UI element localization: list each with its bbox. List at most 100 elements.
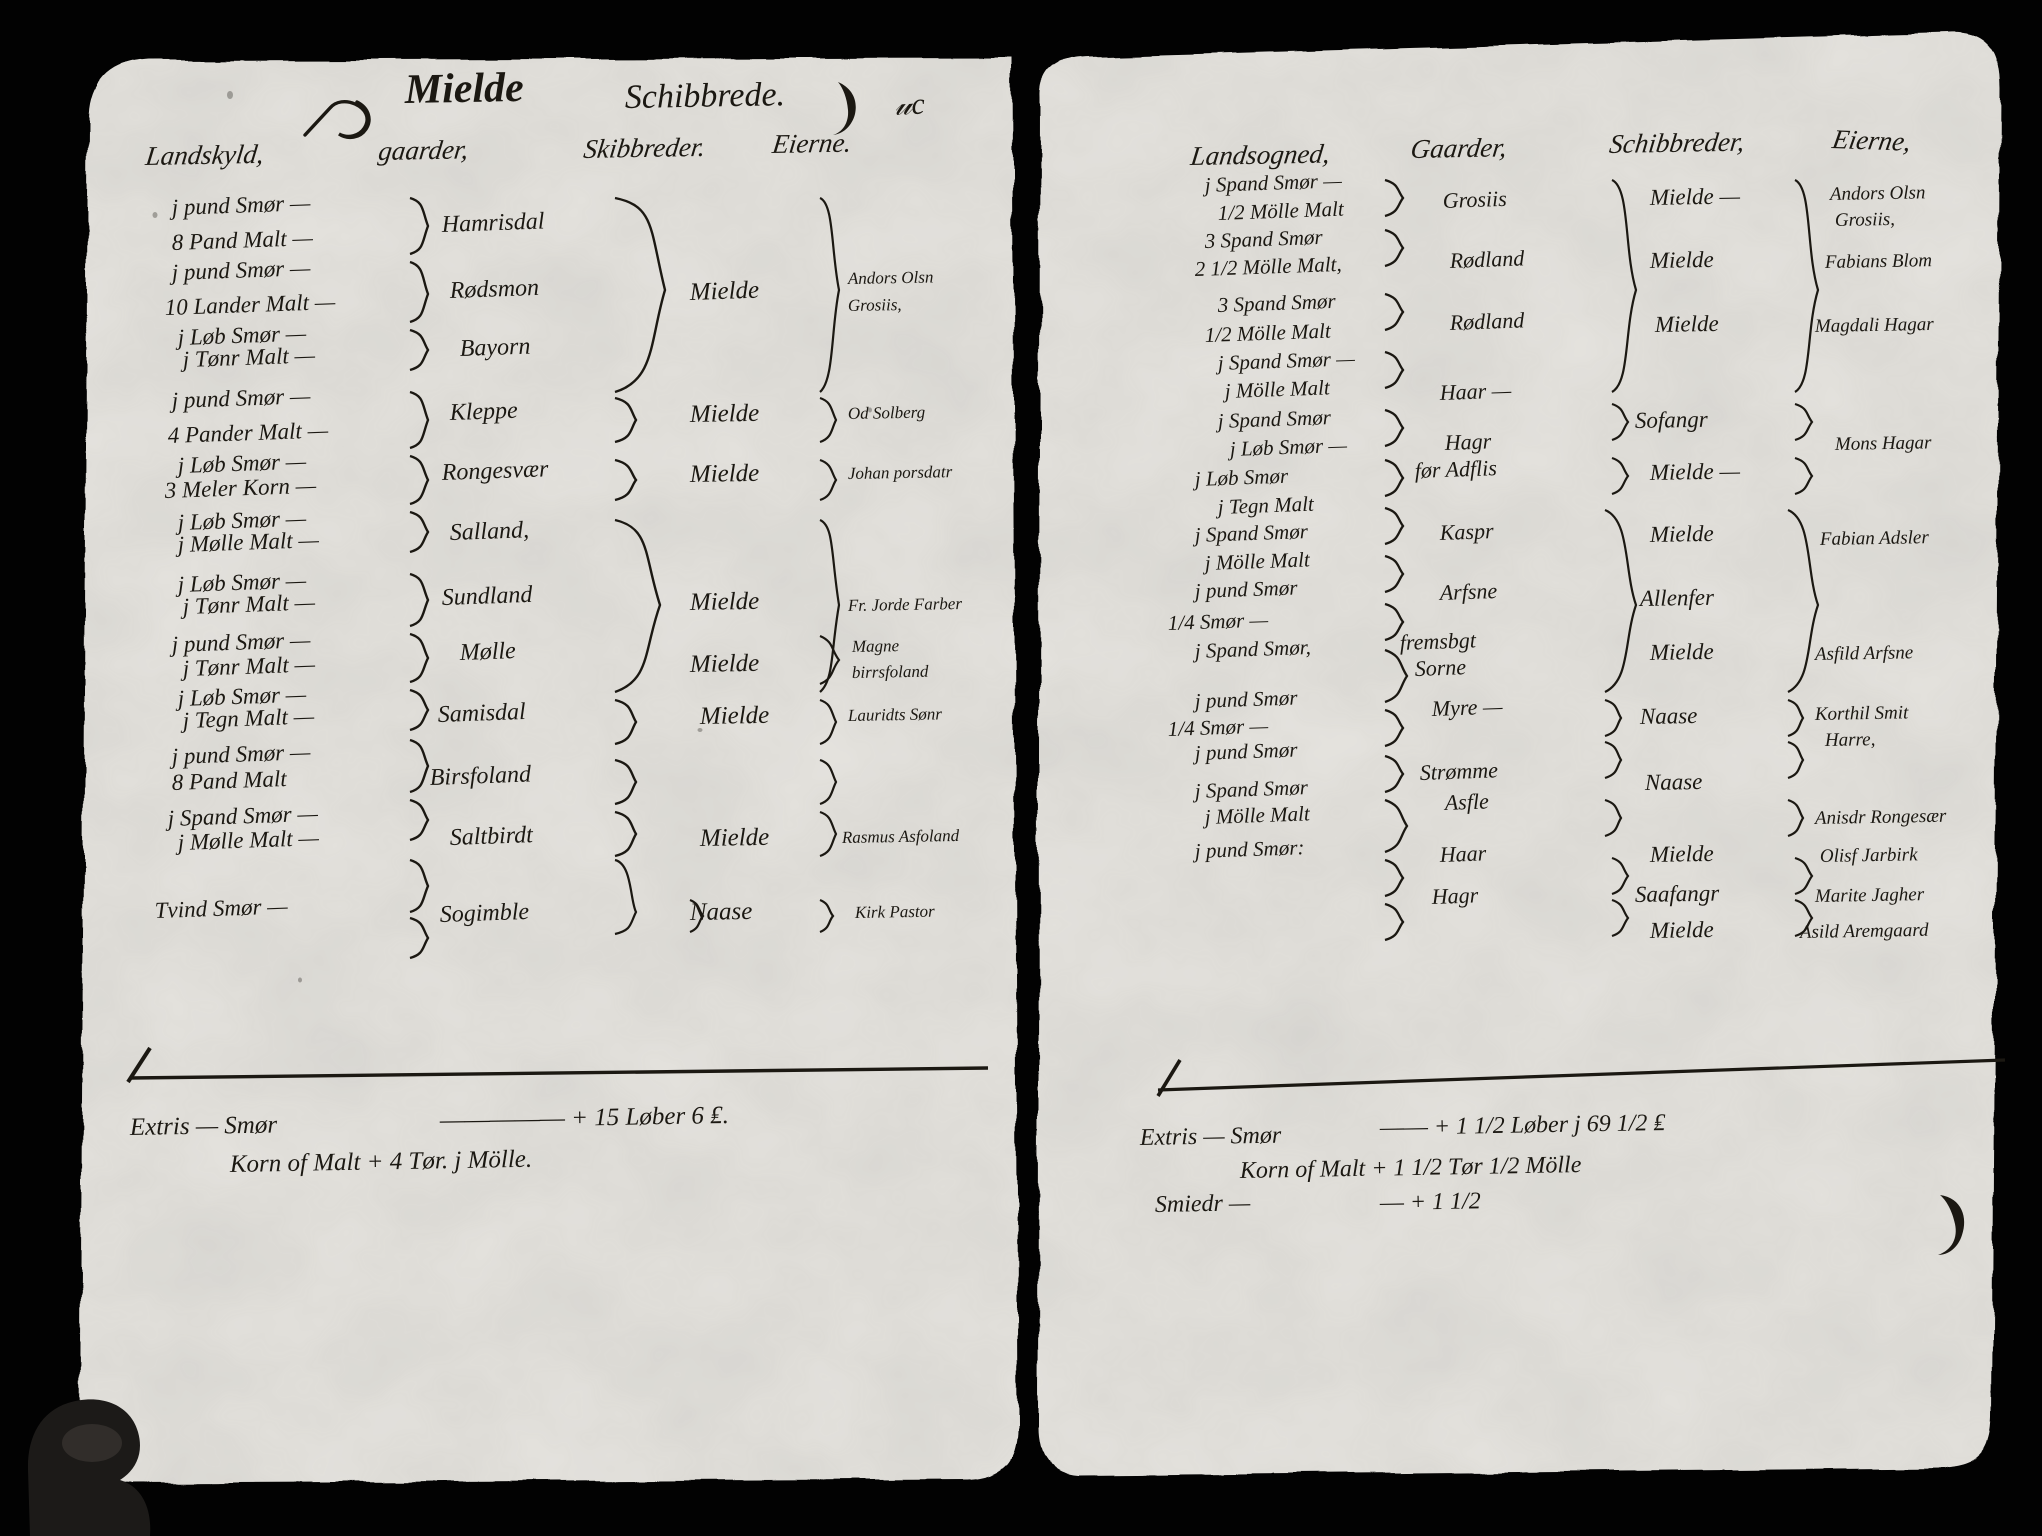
- svg-text:Kaspr: Kaspr: [1438, 518, 1494, 545]
- svg-text:Naase: Naase: [1639, 703, 1698, 729]
- svg-text:3 Spand Smør: 3 Spand Smør: [1216, 289, 1336, 317]
- svg-text:Rødland: Rødland: [1448, 307, 1525, 335]
- svg-text:Landskyld,: Landskyld,: [143, 139, 266, 171]
- svg-text:Grosiis: Grosiis: [1442, 186, 1507, 213]
- svg-text:birrsfoland: birrsfoland: [852, 662, 929, 682]
- svg-text:Asild Aremgaard: Asild Aremgaard: [1798, 920, 1929, 943]
- svg-text:Naase: Naase: [689, 898, 753, 926]
- svg-text:j pund Smør —: j pund Smør —: [168, 739, 311, 769]
- svg-text:Kleppe: Kleppe: [448, 398, 518, 426]
- svg-text:j Løb Smør: j Løb Smør: [1191, 464, 1289, 491]
- svg-text:j Spand Smør —: j Spand Smør —: [1201, 168, 1342, 197]
- svg-text:j pund Smør: j pund Smør: [1191, 737, 1298, 765]
- svg-text:j Løb Smør —: j Løb Smør —: [1226, 433, 1347, 461]
- svg-text:Arfsne: Arfsne: [1437, 578, 1498, 605]
- svg-text:Naase: Naase: [1644, 769, 1703, 795]
- svg-text:Mielde: Mielde: [1649, 639, 1714, 665]
- svg-text:j pund Smør:: j pund Smør:: [1191, 835, 1304, 863]
- svg-text:Schibbrede.: Schibbrede.: [624, 76, 785, 116]
- svg-text:Mielde: Mielde: [1654, 311, 1719, 337]
- svg-text:Extris — Smør: Extris — Smør: [1139, 1123, 1282, 1151]
- svg-text:j Mölle Malt: j Mölle Malt: [1221, 375, 1331, 403]
- svg-text:j Spand Smør: j Spand Smør: [1214, 405, 1332, 433]
- svg-text:Mielde —: Mielde —: [1649, 458, 1741, 485]
- svg-text:Mielde: Mielde: [699, 702, 770, 730]
- svg-text:fremsbgt: fremsbgt: [1399, 627, 1477, 655]
- svg-text:Mielde: Mielde: [689, 400, 760, 428]
- svg-text:Mielde: Mielde: [689, 460, 760, 488]
- svg-text:Rødland: Rødland: [1448, 245, 1525, 273]
- svg-text:Myre —: Myre —: [1430, 694, 1503, 722]
- svg-text:Lauridts Sønr: Lauridts Sønr: [847, 704, 943, 725]
- svg-text:Magne: Magne: [851, 636, 900, 656]
- svg-text:Kirk Pastor: Kirk Pastor: [854, 902, 936, 922]
- svg-text:j Tønr Malt —: j Tønr Malt —: [179, 589, 316, 619]
- svg-text:Mielde: Mielde: [1649, 841, 1714, 867]
- svg-text:j pund Smør: j pund Smør: [1191, 575, 1298, 603]
- svg-text:Sorne: Sorne: [1414, 654, 1466, 681]
- svg-text:Mielde: Mielde: [1649, 247, 1714, 273]
- svg-text:j Mølle Malt —: j Mølle Malt —: [174, 527, 320, 557]
- svg-text:10 Lander Malt —: 10 Lander Malt —: [164, 289, 336, 320]
- svg-text:Hagr: Hagr: [1443, 428, 1492, 455]
- svg-text:Korn of Malt + 4 Tør. j Mölle.: Korn of Malt + 4 Tør. j Mölle.: [229, 1146, 533, 1178]
- svg-text:Mielde —: Mielde —: [1649, 183, 1741, 210]
- svg-text:Salland,: Salland,: [449, 517, 529, 546]
- svg-text:Magdali Hagar: Magdali Hagar: [1814, 314, 1935, 337]
- svg-text:j pund Smør: j pund Smør: [1191, 685, 1298, 713]
- svg-text:Grosiis,: Grosiis,: [848, 295, 902, 315]
- svg-text:j Tegn Malt —: j Tegn Malt —: [179, 703, 315, 733]
- svg-text:Mons Hagar: Mons Hagar: [1834, 432, 1933, 455]
- svg-text:Johan porsdatr: Johan porsdatr: [848, 462, 953, 483]
- svg-text:Extris — Smør: Extris — Smør: [129, 1111, 278, 1141]
- svg-text:Rødsmon: Rødsmon: [448, 275, 539, 304]
- svg-text:Samisdal: Samisdal: [437, 699, 526, 728]
- svg-text:Harre,: Harre,: [1824, 729, 1876, 751]
- svg-text:Gaarder,: Gaarder,: [1409, 132, 1509, 164]
- svg-text:Tvind Smør —: Tvind Smør —: [154, 893, 288, 923]
- svg-text:Haar: Haar: [1438, 840, 1487, 867]
- svg-text:―― + 1 1/2 Løber j 69 1/2 ₤: ―― + 1 1/2 Løber j 69 1/2 ₤: [1379, 1110, 1667, 1141]
- svg-text:j Spand Smør,: j Spand Smør,: [1191, 635, 1311, 663]
- svg-text:4 Pander Malt —: 4 Pander Malt —: [167, 417, 329, 448]
- svg-text:Schibbreder,: Schibbreder,: [1608, 127, 1747, 159]
- svg-text:j Mölle Malt: j Mölle Malt: [1201, 547, 1311, 575]
- svg-text:Skibbreder.: Skibbreder.: [582, 132, 707, 164]
- svg-text:Bayorn: Bayorn: [459, 334, 531, 362]
- svg-text:Eierne.: Eierne.: [770, 128, 854, 159]
- svg-text:Mielde: Mielde: [1649, 521, 1714, 547]
- svg-text:2 1/2 Mölle Malt,: 2 1/2 Mölle Malt,: [1194, 252, 1342, 281]
- svg-text:Landsogned,: Landsogned,: [1188, 139, 1332, 171]
- svg-text:1/2 Mölle Malt: 1/2 Mölle Malt: [1204, 319, 1332, 347]
- svg-text:Mielde: Mielde: [403, 65, 524, 113]
- svg-text:Anisdr Rongesær: Anisdr Rongesær: [1813, 806, 1947, 829]
- svg-text:Andors Olsn: Andors Olsn: [847, 268, 934, 289]
- svg-text:Andors Olsn: Andors Olsn: [1828, 182, 1926, 205]
- svg-text:Mølle: Mølle: [458, 638, 516, 666]
- svg-text:Korn of Malt + 1 1/2 Tør 1/2 M: Korn of Malt + 1 1/2 Tør 1/2 Mölle: [1239, 1152, 1582, 1184]
- svg-text:Saafangr: Saafangr: [1635, 881, 1721, 907]
- svg-text:8 Pand Malt —: 8 Pand Malt —: [171, 225, 314, 255]
- svg-text:j Tønr Malt —: j Tønr Malt —: [179, 342, 316, 372]
- svg-text:Sogimble: Sogimble: [439, 899, 530, 928]
- svg-text:Asfle: Asfle: [1442, 788, 1489, 815]
- svg-text:3 Spand Smør: 3 Spand Smør: [1203, 225, 1323, 253]
- svg-text:j Tegn Malt: j Tegn Malt: [1214, 492, 1315, 519]
- svg-text:Fabian Adsler: Fabian Adsler: [1819, 527, 1930, 550]
- svg-text:Sundland: Sundland: [441, 582, 534, 611]
- svg-text:Mielde: Mielde: [699, 824, 770, 852]
- svg-text:j Spand Smør —: j Spand Smør —: [1214, 346, 1355, 375]
- svg-text:1/4 Smør —: 1/4 Smør —: [1167, 607, 1268, 634]
- svg-text:𝓊c: 𝓊c: [894, 87, 926, 122]
- svg-text:Fr. Jorde Farber: Fr. Jorde Farber: [847, 594, 963, 615]
- svg-text:Mielde: Mielde: [689, 588, 760, 616]
- svg-text:Fabians Blom: Fabians Blom: [1824, 250, 1932, 273]
- svg-text:j Tønr Malt —: j Tønr Malt —: [179, 651, 316, 681]
- svg-text:Strømme: Strømme: [1419, 757, 1498, 785]
- svg-text:Saltbirdt: Saltbirdt: [449, 822, 534, 851]
- svg-text:j Mölle Malt: j Mölle Malt: [1201, 801, 1311, 829]
- svg-text:3 Meler Korn —: 3 Meler Korn —: [163, 473, 317, 503]
- svg-text:Olisf Jarbirk: Olisf Jarbirk: [1820, 844, 1919, 867]
- svg-text:Od Solberg: Od Solberg: [848, 403, 926, 423]
- svg-text:1/4 Smør —: 1/4 Smør —: [1167, 713, 1268, 740]
